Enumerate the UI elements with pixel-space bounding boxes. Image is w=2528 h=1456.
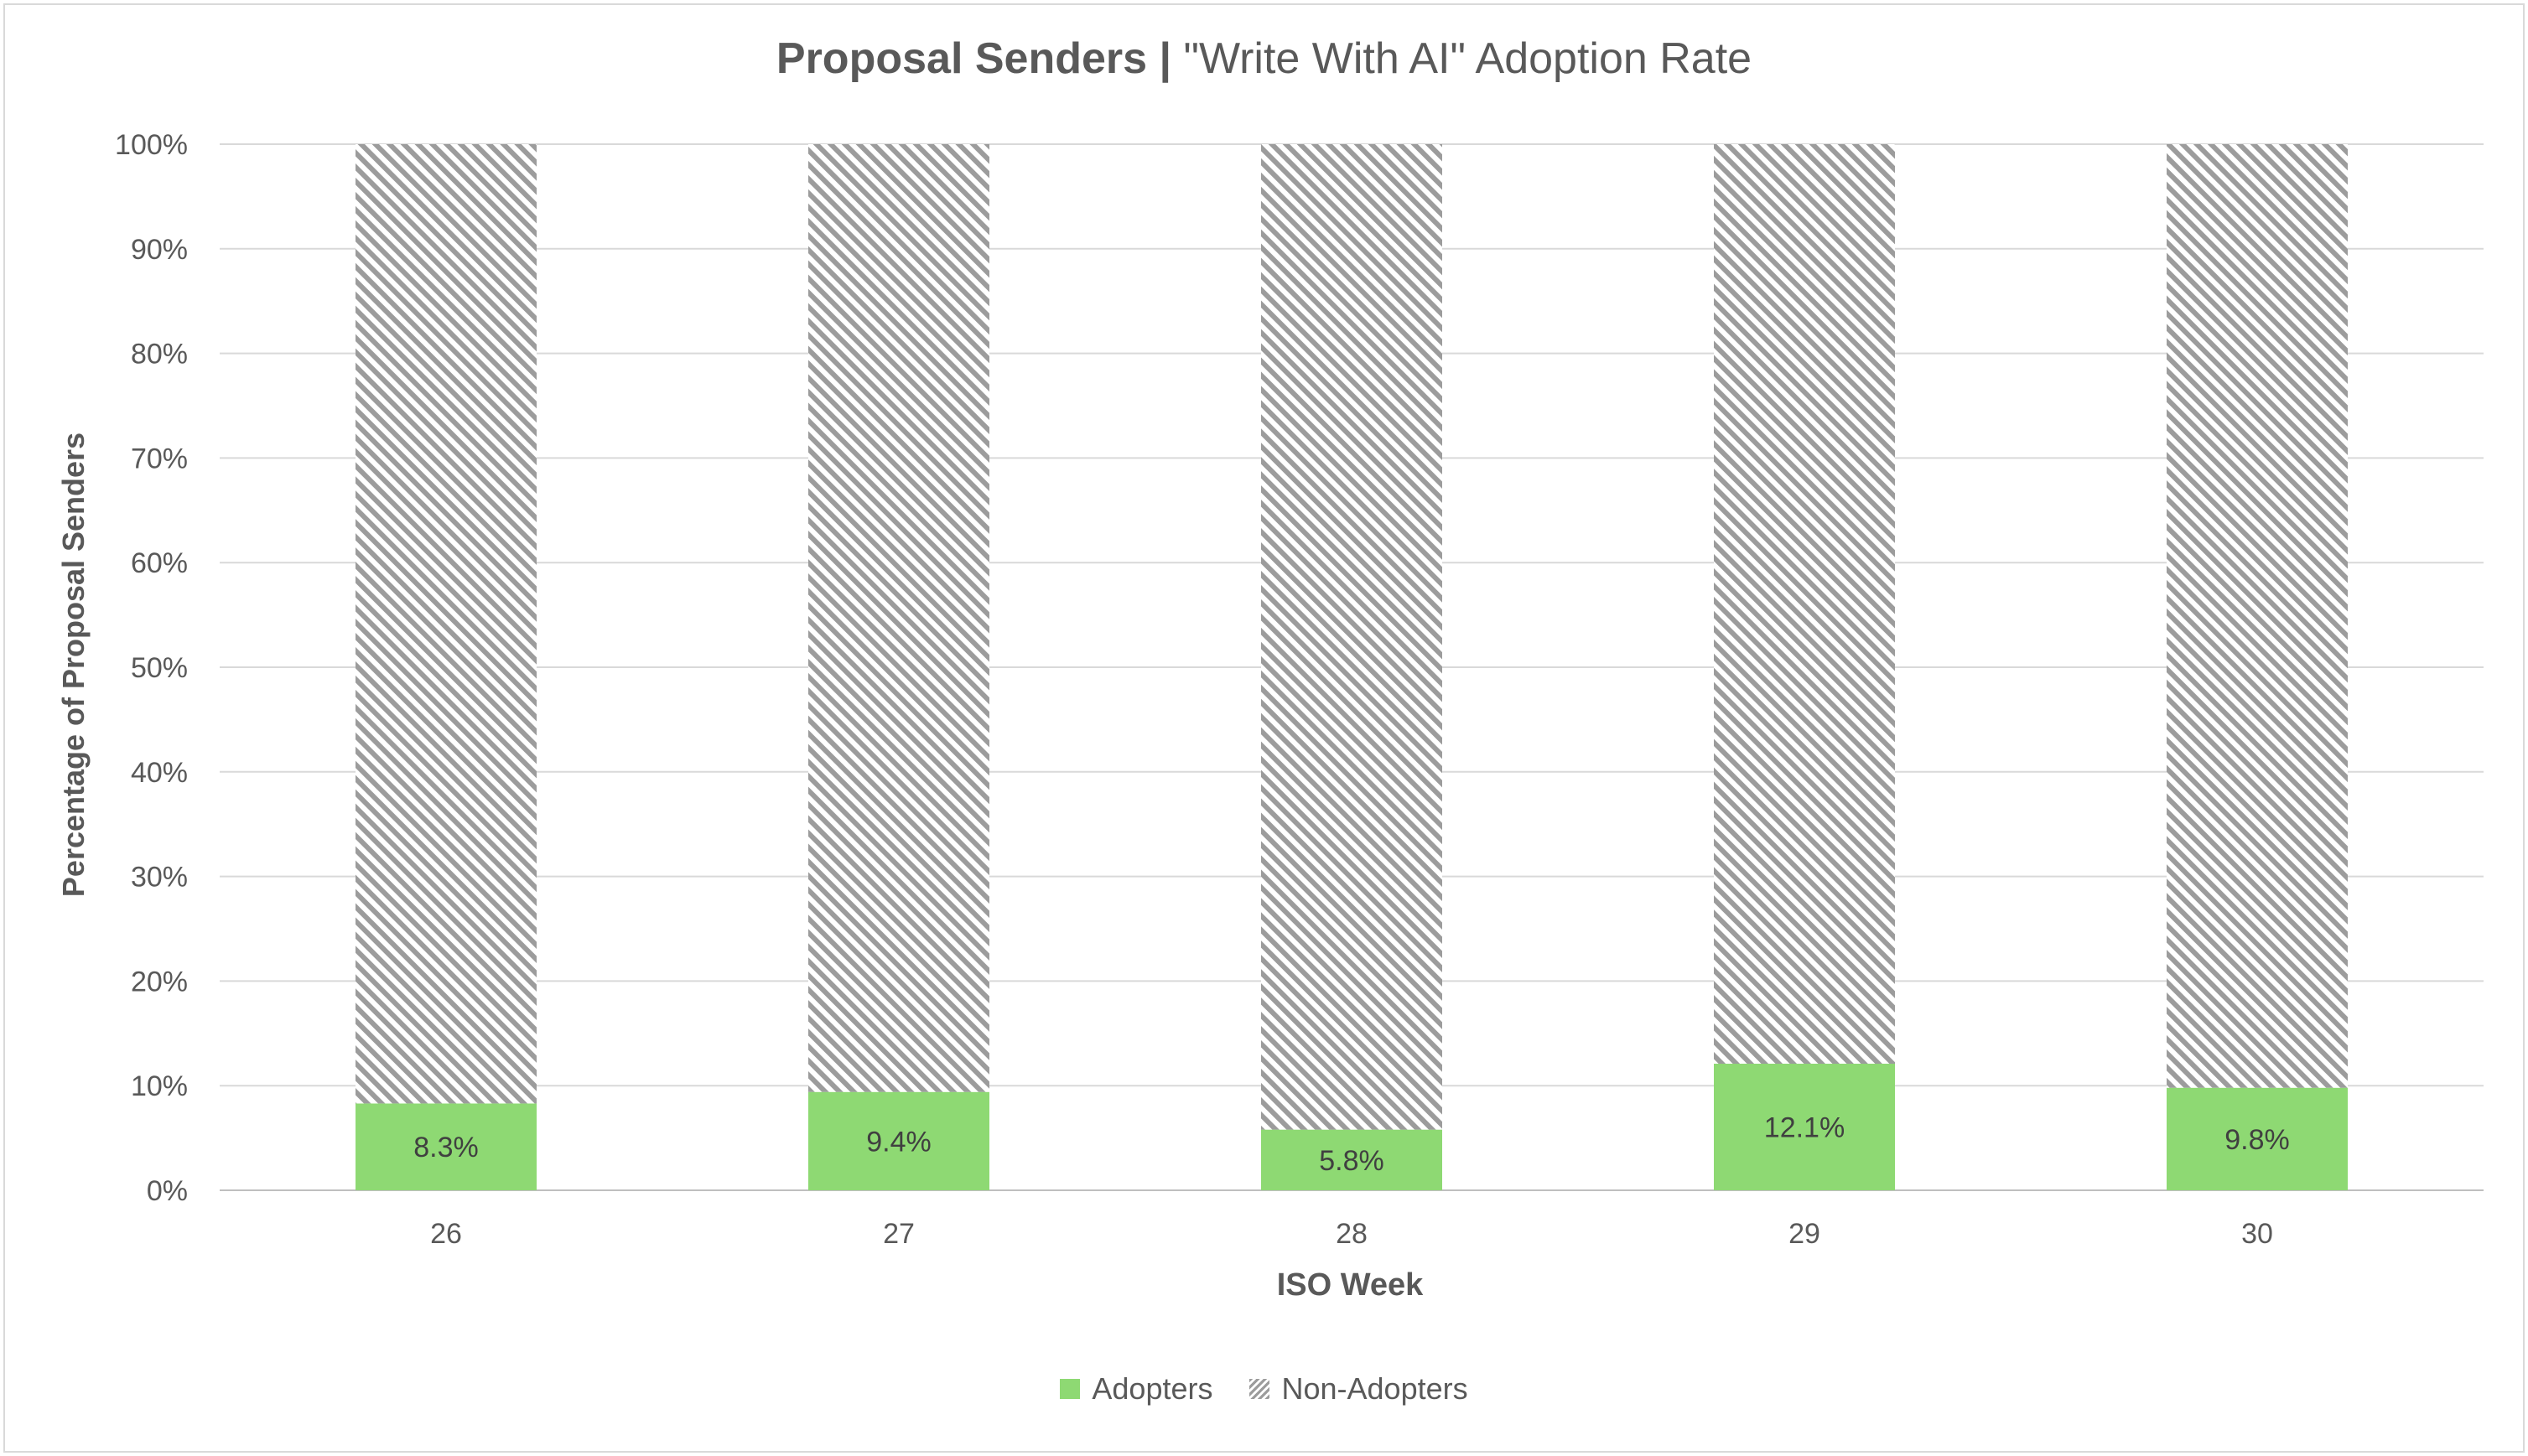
- bar-non-adopters: [356, 144, 537, 1104]
- y-tick-label: 60%: [131, 547, 188, 579]
- y-tick-label: 10%: [131, 1070, 188, 1102]
- x-tick-label: 26: [430, 1218, 462, 1250]
- x-tick-label: 29: [1788, 1218, 1820, 1250]
- x-tick-labels: 26 27 28 29 30: [430, 1218, 2273, 1250]
- legend-item-adopters: Adopters: [1060, 1371, 1212, 1407]
- legend-label-non-adopters: Non-Adopters: [1281, 1371, 1468, 1406]
- bar-non-adopters: [1714, 144, 1895, 1064]
- y-tick-label: 40%: [131, 757, 188, 789]
- bar-adopters: [2167, 1087, 2348, 1190]
- data-label: 8.3%: [413, 1132, 479, 1163]
- y-tick-label: 80%: [131, 339, 188, 370]
- legend-swatch-non-adopters: [1249, 1379, 1270, 1399]
- x-axis-label: ISO Week: [1276, 1267, 1424, 1303]
- chart-title-rest: "Write With AI" Adoption Rate: [1171, 34, 1752, 83]
- y-tick-label: 0%: [147, 1175, 188, 1207]
- chart-title: Proposal Senders | "Write With AI" Adopt…: [0, 34, 2528, 84]
- bar-non-adopters: [1261, 144, 1442, 1130]
- legend-swatch-adopters: [1060, 1379, 1081, 1399]
- data-label: 9.8%: [2224, 1124, 2290, 1156]
- y-tick-label: 70%: [131, 443, 188, 474]
- data-label: 9.4%: [866, 1126, 932, 1158]
- x-tick-label: 30: [2241, 1218, 2273, 1250]
- data-label: 5.8%: [1319, 1145, 1384, 1177]
- legend-label-adopters: Adopters: [1092, 1371, 1213, 1406]
- y-tick-label: 100%: [115, 129, 188, 161]
- data-label: 12.1%: [1764, 1111, 1845, 1143]
- legend: Adopters Non-Adopters: [0, 1371, 2528, 1407]
- y-tick-label: 90%: [131, 234, 188, 266]
- bar-non-adopters: [2167, 144, 2348, 1088]
- bar-adopters: [1261, 1129, 1442, 1190]
- y-tick-label: 30%: [131, 862, 188, 894]
- bar-adopters: [808, 1091, 989, 1190]
- y-tick-label: 50%: [131, 652, 188, 684]
- legend-item-non-adopters: Non-Adopters: [1249, 1371, 1468, 1407]
- x-tick-label: 28: [1336, 1218, 1368, 1250]
- bar-adopters: [1714, 1063, 1895, 1190]
- y-tick-label: 20%: [131, 966, 188, 997]
- bar-adopters: [356, 1103, 537, 1190]
- bar-non-adopters: [808, 144, 989, 1092]
- y-tick-labels: 0% 10% 20% 30% 40% 50% 60% 70% 80% 90% 100%: [115, 129, 188, 1207]
- chart-title-bold: Proposal Senders |: [776, 34, 1172, 83]
- bars: 8.3% 9.4% 5.8% 12.1% 9.8%: [356, 144, 2348, 1190]
- x-tick-label: 27: [883, 1218, 915, 1250]
